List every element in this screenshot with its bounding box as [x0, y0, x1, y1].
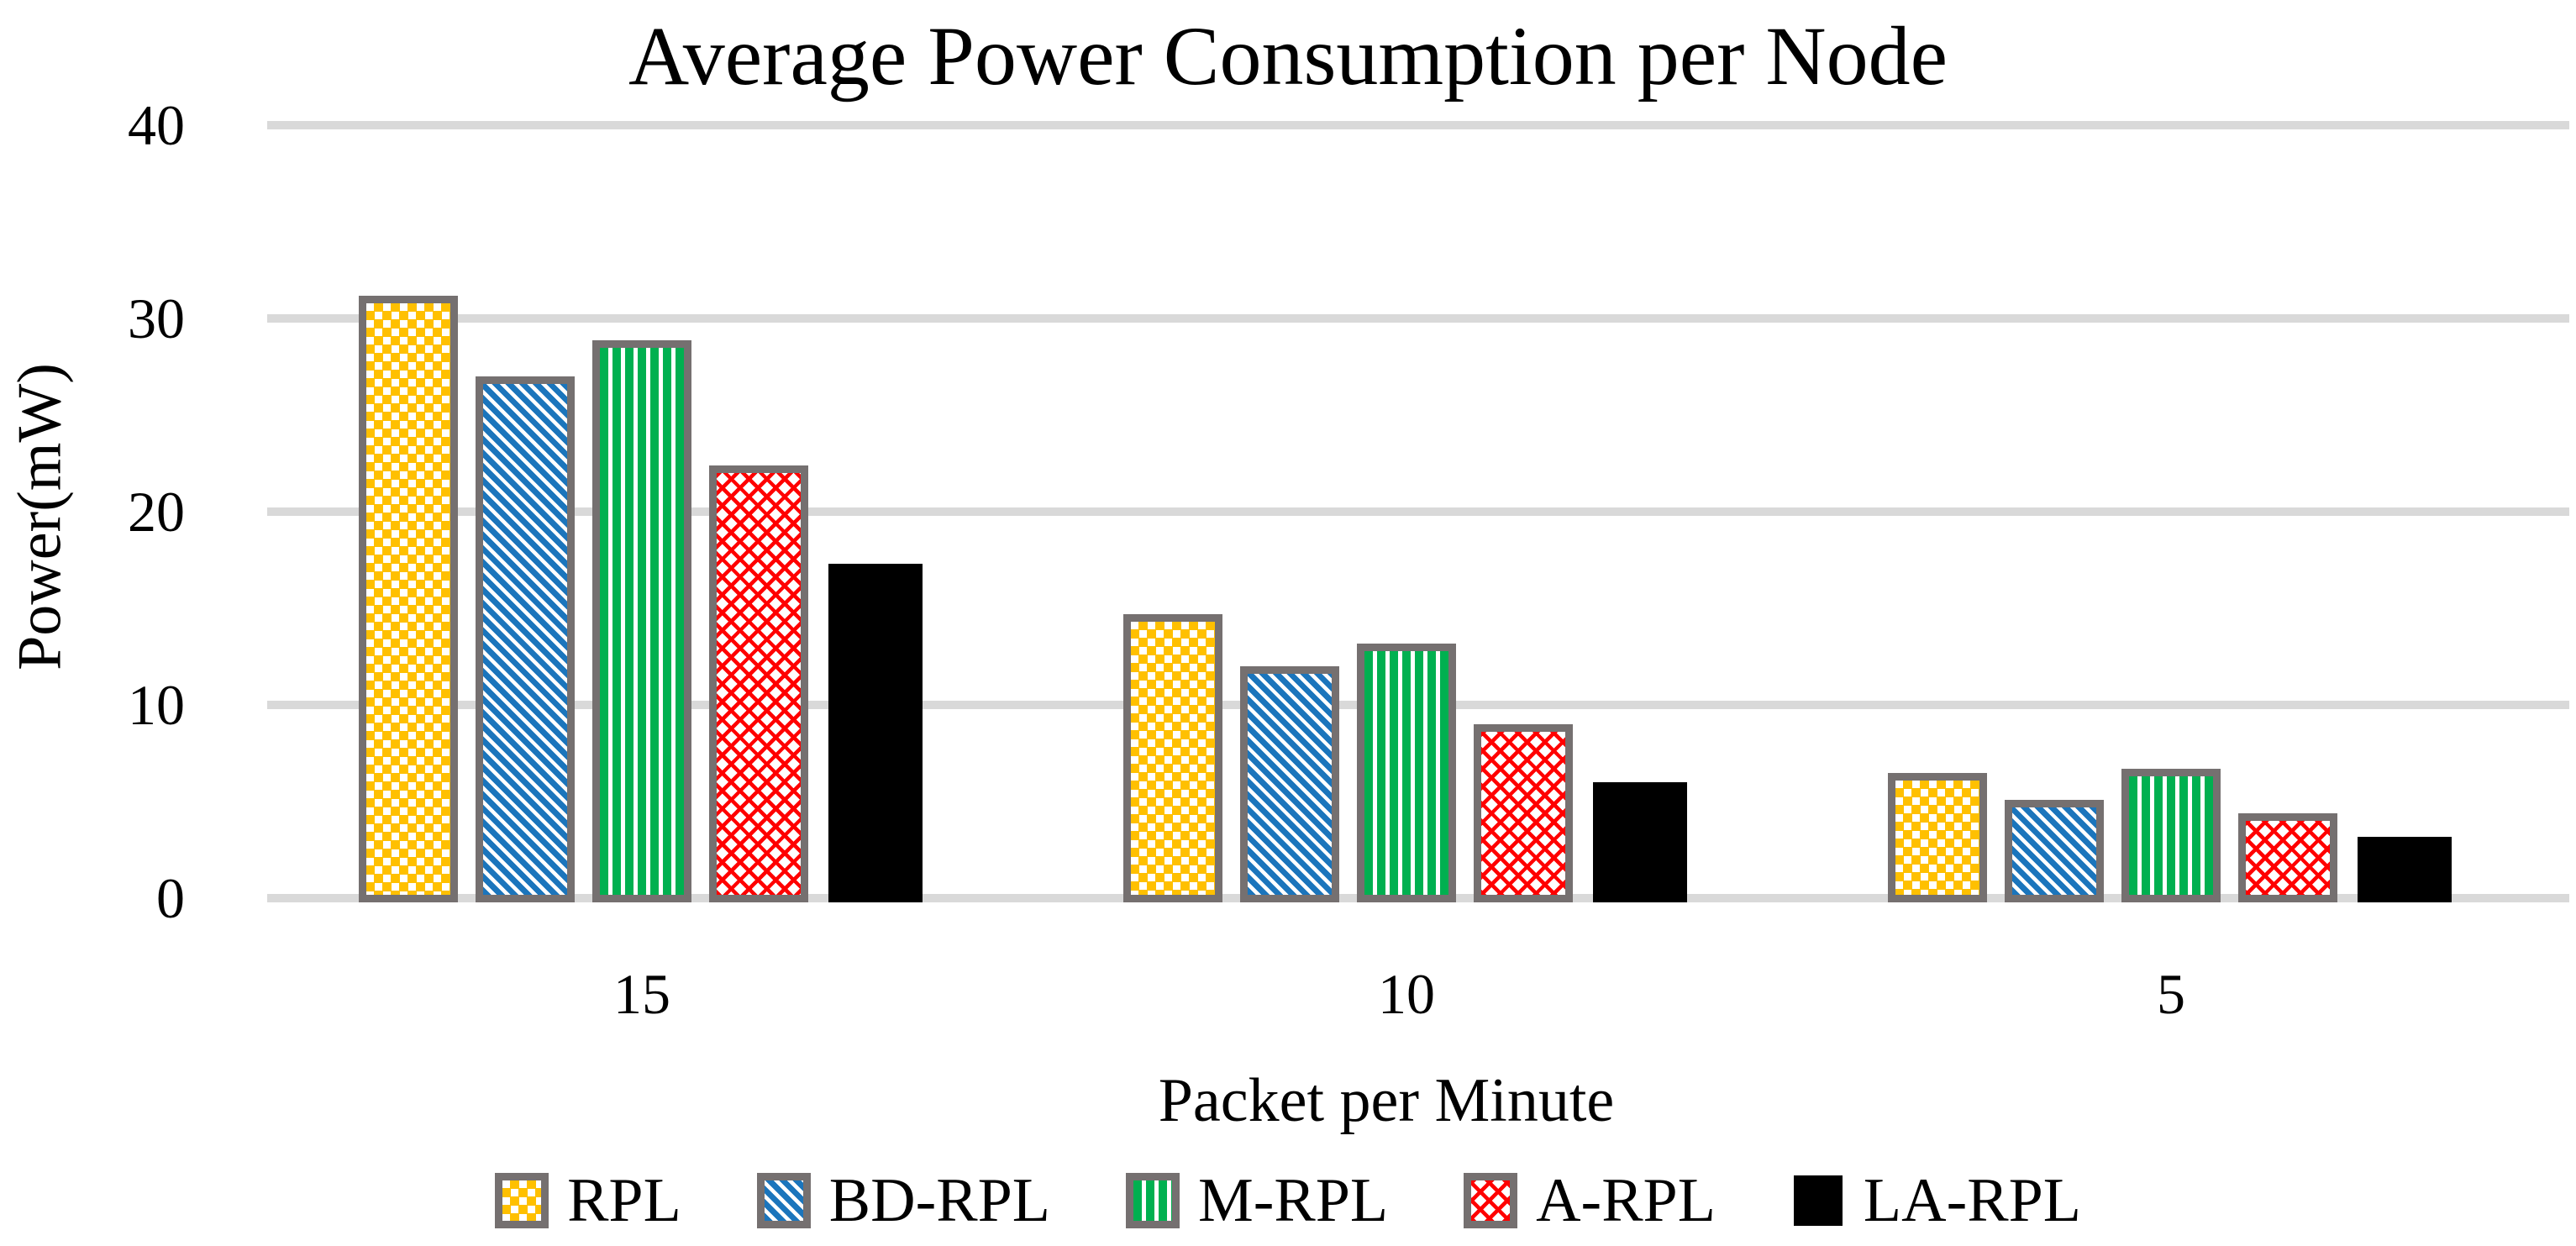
gridline-30: [267, 314, 2569, 323]
legend-swatch-la-rpl: [1793, 1175, 1843, 1226]
legend-item-la-rpl: LA-RPL: [1791, 1170, 2081, 1232]
chart-title: Average Power Consumption per Node: [628, 9, 1948, 103]
bar-rpl-10ppm: [1123, 614, 1222, 902]
bar-la-rpl-5ppm: [2358, 837, 2452, 902]
bar-m-rpl-5ppm: [2121, 769, 2221, 902]
bar-a-rpl-10ppm: [1474, 724, 1573, 902]
bar-a-rpl-15ppm: [709, 465, 808, 902]
y-tick-label-10: 10: [128, 673, 185, 737]
legend-label-m-rpl: M-RPL: [1197, 1166, 1389, 1235]
legend-label-rpl: RPL: [567, 1166, 681, 1235]
gridline-20: [267, 507, 2569, 516]
legend-label-la-rpl: LA-RPL: [1863, 1166, 2081, 1235]
legend-swatch-bd-rpl: [756, 1173, 811, 1228]
y-tick-label-30: 30: [128, 287, 185, 350]
legend-item-m-rpl: M-RPL: [1125, 1166, 1389, 1235]
bar-a-rpl-5ppm: [2238, 813, 2337, 902]
gridline-40: [267, 121, 2569, 129]
legend-item-bd-rpl: BD-RPL: [756, 1166, 1050, 1235]
bar-rpl-15ppm: [359, 296, 458, 902]
legend-label-bd-rpl: BD-RPL: [828, 1166, 1050, 1235]
legend-swatch-a-rpl: [1464, 1173, 1518, 1228]
legend-swatch-rpl: [495, 1173, 549, 1228]
legend-swatch-m-rpl: [1125, 1173, 1180, 1228]
legend-item-rpl: RPL: [495, 1170, 681, 1232]
bar-bd-rpl-10ppm: [1240, 666, 1339, 902]
x-tick-label-10: 10: [1378, 962, 1435, 1026]
bar-m-rpl-10ppm: [1357, 644, 1456, 902]
x-tick-label-15: 15: [613, 962, 670, 1026]
bar-la-rpl-15ppm: [828, 564, 923, 902]
bar-bd-rpl-5ppm: [2005, 800, 2104, 902]
bar-rpl-5ppm: [1888, 773, 1987, 902]
legend-item-a-rpl: A-RPL: [1464, 1170, 1716, 1232]
bar-bd-rpl-15ppm: [476, 376, 575, 902]
bar-m-rpl-15ppm: [592, 340, 691, 902]
bar-la-rpl-10ppm: [1593, 782, 1687, 902]
x-tick-label-5: 5: [2157, 962, 2185, 1026]
legend-label-a-rpl: A-RPL: [1536, 1166, 1716, 1235]
y-tick-label-20: 20: [128, 480, 185, 544]
y-tick-label-0: 0: [156, 866, 185, 930]
legend: RPL BD-RPL M-RPL A-RPL LA-RPL: [0, 1170, 2576, 1232]
x-axis-title: Packet per Minute: [1158, 1066, 1615, 1135]
y-tick-label-40: 40: [128, 93, 185, 157]
